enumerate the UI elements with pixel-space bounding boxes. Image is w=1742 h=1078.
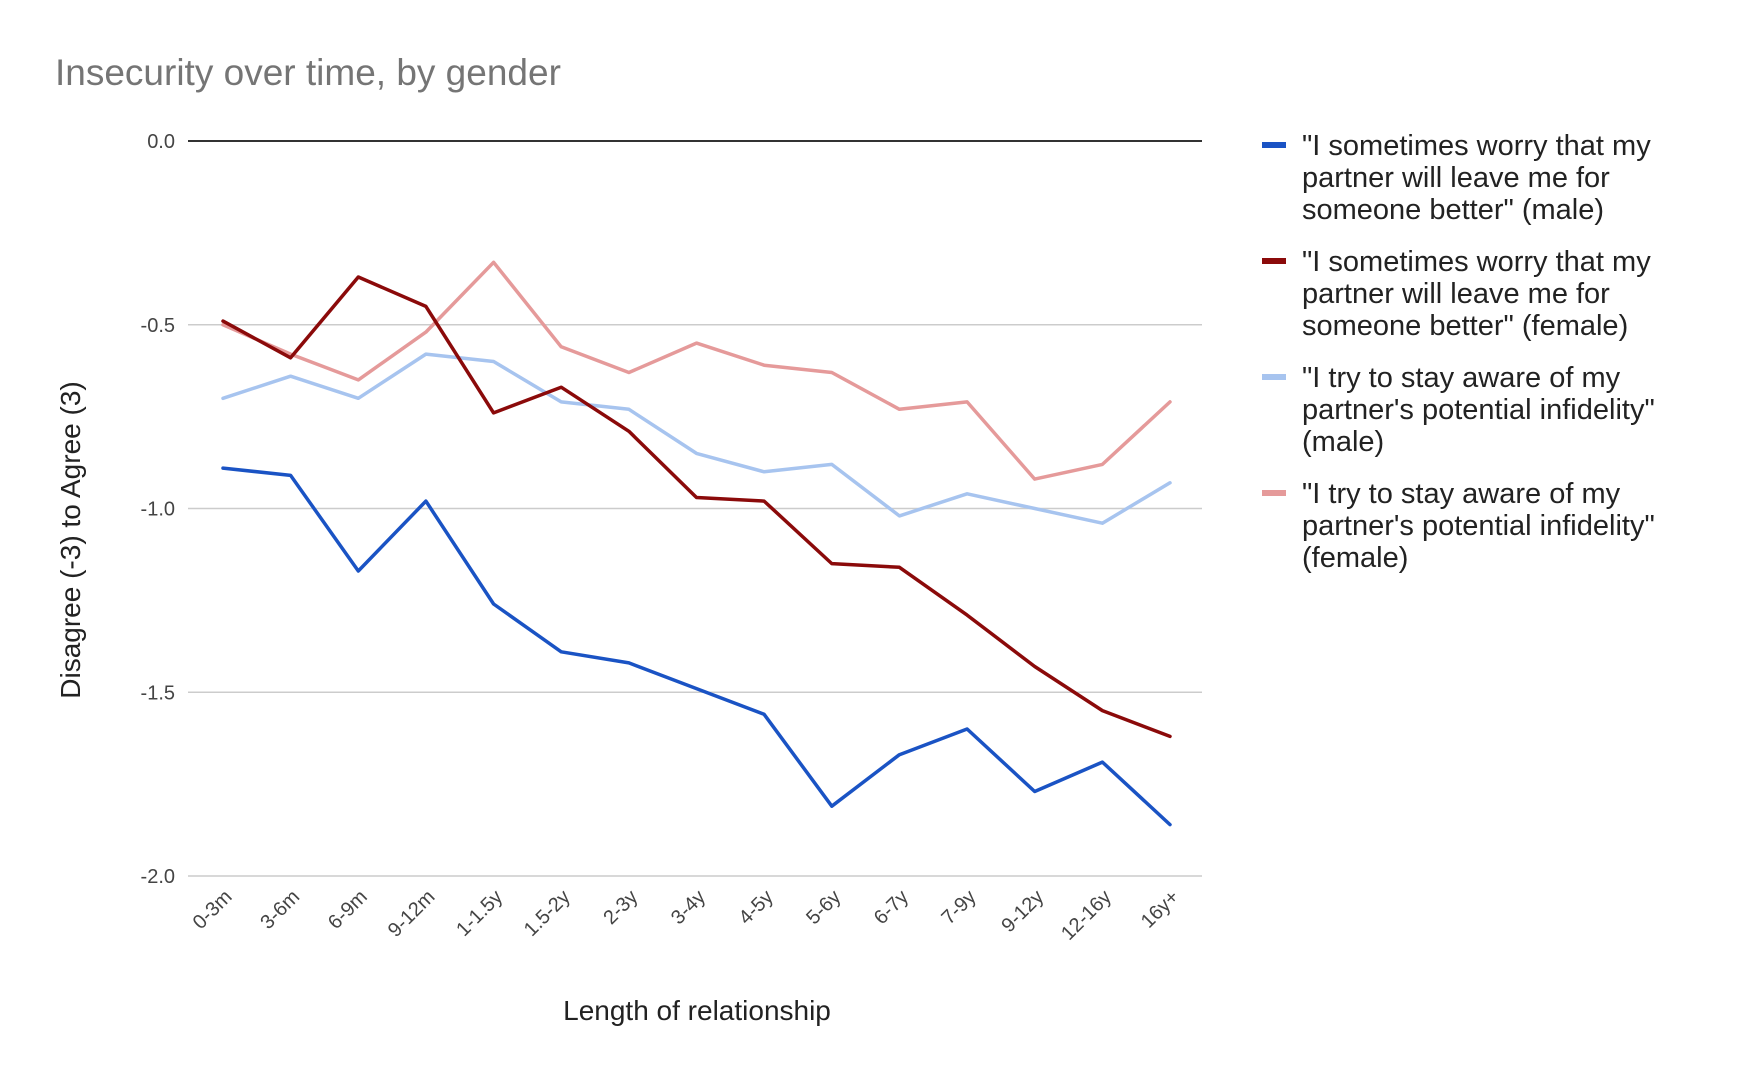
legend-swatch bbox=[1262, 490, 1286, 496]
legend-swatch bbox=[1262, 374, 1286, 380]
x-tick-label: 0-3m bbox=[189, 886, 237, 934]
legend-label: "I try to stay aware of my partner's pote… bbox=[1302, 362, 1655, 458]
y-axis-title: Disagree (-3) to Agree (3) bbox=[55, 381, 86, 698]
x-tick-label: 16y+ bbox=[1137, 886, 1184, 933]
x-tick-label: 9-12m bbox=[384, 886, 440, 942]
x-axis-title: Length of relationship bbox=[563, 995, 831, 1026]
series-lines bbox=[221, 260, 1172, 827]
x-tick-label: 3-4y bbox=[667, 886, 710, 929]
chart-title: Insecurity over time, by gender bbox=[55, 52, 561, 93]
series-line bbox=[221, 352, 1172, 525]
x-tick-label: 9-12y bbox=[997, 886, 1048, 937]
series-line bbox=[221, 260, 1172, 481]
y-tick-label: -2.0 bbox=[141, 866, 175, 888]
series-line bbox=[221, 466, 1172, 827]
x-axis-ticks: 0-3m 3-6m 6-9m 9-12m 1-1.5y 1.5-2y 2-3y 3-4y 4-5… bbox=[189, 886, 1184, 945]
legend-swatch bbox=[1262, 258, 1286, 264]
x-tick-label: 4-5y bbox=[735, 886, 778, 929]
y-tick-label: -0.5 bbox=[141, 315, 175, 337]
x-tick-label: 7-9y bbox=[938, 886, 981, 929]
x-tick-label: 5-6y bbox=[802, 886, 845, 929]
series-line bbox=[221, 275, 1172, 739]
x-tick-label: 3-6m bbox=[256, 886, 304, 934]
x-tick-label: 6-9m bbox=[324, 886, 372, 934]
grid-lines bbox=[188, 140, 1202, 877]
y-tick-label: 0.0 bbox=[147, 131, 175, 153]
y-axis-ticks: 0.0 -0.5 -1.0 -1.5 -2.0 bbox=[141, 131, 175, 888]
legend-label: "I try to stay aware of my partner's pote… bbox=[1302, 478, 1655, 574]
x-tick-label: 6-7y bbox=[870, 886, 913, 929]
x-tick-label: 1-1.5y bbox=[452, 886, 507, 941]
x-tick-label: 2-3y bbox=[599, 886, 642, 929]
legend-label: "I sometimes worry that my partner will l… bbox=[1302, 130, 1651, 226]
y-tick-label: -1.5 bbox=[141, 682, 175, 704]
y-tick-label: -1.0 bbox=[141, 499, 175, 521]
legend-swatch bbox=[1262, 142, 1286, 148]
legend: "I sometimes worry that my partner will l… bbox=[1262, 130, 1655, 574]
legend-label: "I sometimes worry that my partner will l… bbox=[1302, 246, 1651, 342]
x-tick-label: 1.5-2y bbox=[520, 886, 575, 941]
x-tick-label: 12-16y bbox=[1057, 886, 1116, 945]
